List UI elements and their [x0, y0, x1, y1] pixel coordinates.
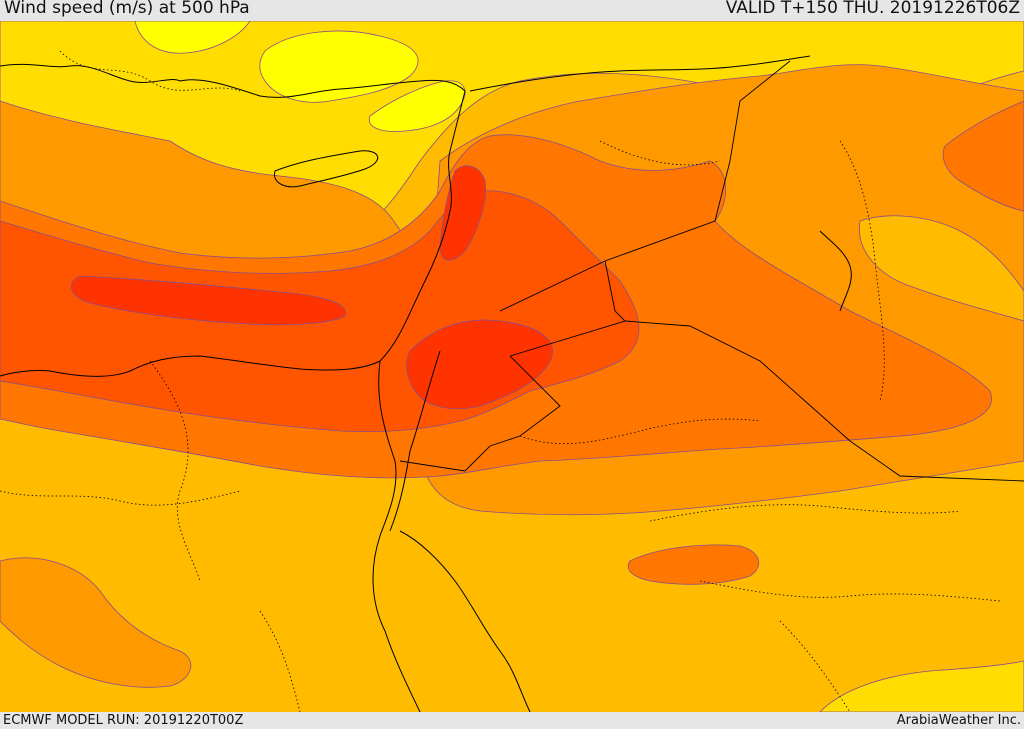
footer-bar: ECMWF MODEL RUN: 20191220T00Z ArabiaWeat…: [0, 712, 1024, 729]
contour-south-light-1: [0, 557, 192, 688]
model-run: ECMWF MODEL RUN: 20191220T00Z: [3, 713, 244, 728]
contour-southeast-yellow: [819, 660, 1024, 712]
contour-jet-core: [70, 275, 347, 326]
contour-yellow-1: [259, 30, 419, 103]
credit: ArabiaWeather Inc.: [896, 713, 1021, 728]
province-borders: [0, 50, 1001, 712]
valid-time: VALID T+150 THU. 20191226T06Z: [725, 0, 1020, 18]
contour-yellow-2: [368, 80, 466, 132]
contour-northeast-light: [858, 215, 1024, 322]
header-bar: Wind speed (m/s) at 500 hPa VALID T+150 …: [0, 0, 1024, 21]
contour-south-light-2: [627, 544, 760, 585]
contour-northeast-dark: [942, 100, 1024, 212]
wind-speed-map: [0, 21, 1024, 712]
coastlines: [0, 55, 852, 712]
borders: [399, 60, 1024, 482]
contour-jet-core-east: [406, 319, 553, 410]
contour-yellow-3: [134, 21, 251, 54]
map-canvas: [0, 21, 1024, 712]
contour-levant-core: [439, 165, 486, 261]
map-title: Wind speed (m/s) at 500 hPa: [4, 0, 250, 18]
